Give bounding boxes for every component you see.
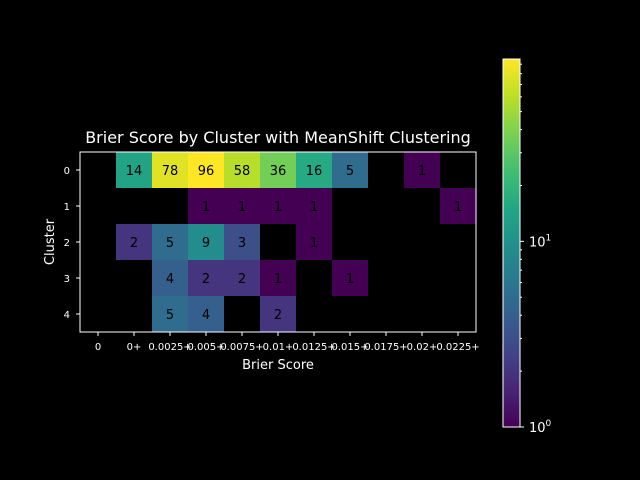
heatmap-cell-label: 1 [238,200,246,215]
x-tick-label: 0.01+ [263,342,294,353]
y-tick-label: 2 [64,238,70,249]
heatmap-cell-label: 4 [202,308,210,323]
heatmap-cell-label: 9 [202,236,210,251]
heatmap-cell [116,224,152,260]
y-tick-label: 1 [64,202,70,213]
heatmap-cell-label: 1 [274,272,282,287]
heatmap-cell [224,260,260,296]
heatmap-cell-label: 2 [202,272,210,287]
heatmap-cell [152,152,188,188]
heatmap-cell [188,188,224,224]
heatmap-cell-label: 3 [238,236,246,251]
heatmap-cell [332,260,368,296]
heatmap-cell [224,224,260,260]
x-tick-label: 0 [95,342,101,353]
heatmap-cell-label: 36 [270,164,287,179]
heatmap-cell-label: 78 [162,164,179,179]
heatmap-cell [296,224,332,260]
heatmap-cell-label: 5 [166,236,174,251]
x-tick-label: 0.015+ [331,342,368,353]
x-tick-label: 0.02+ [407,342,438,353]
colorbar-tick-label: 101 [529,233,551,250]
heatmap-cells [116,152,476,332]
heatmap-cell [296,152,332,188]
heatmap-cell [224,152,260,188]
heatmap-cell-label: 58 [234,164,251,179]
heatmap-cell-label: 1 [274,200,282,215]
heatmap-cell-label: 1 [454,200,462,215]
x-axis-title: Brier Score [242,358,314,373]
heatmap-cell [296,188,332,224]
heatmap-cell-label: 4 [166,272,174,287]
heatmap-cell [188,224,224,260]
heatmap-cell [332,152,368,188]
heatmap-cell-label: 1 [310,200,318,215]
heatmap-cell-label: 2 [274,308,282,323]
y-axis-ticks: 0 1 2 3 4 [64,166,80,321]
x-tick-label: 0.0125+ [292,342,335,353]
heatmap-cell-label: 1 [310,236,318,251]
heatmap-cell [152,260,188,296]
plot-area: 14 78 96 58 36 16 5 11 1 1 1 12 5 9 3 14 2 2 1 15 4 2 [79,151,477,333]
heatmap-cell [188,152,224,188]
heatmap-cell-label: 96 [198,164,215,179]
heatmap-cell [260,260,296,296]
colorbar-frame [502,58,521,428]
heatmap-cell-labels: 14 78 96 58 36 16 5 11 1 1 1 12 5 9 3 14 2 2 1 15 4 2 [126,164,462,323]
heatmap-cell [188,260,224,296]
y-tick-label: 0 [64,166,70,177]
heatmap-cell-label: 1 [418,164,426,179]
heatmap-cell-label: 14 [126,164,143,179]
heatmap-cell [404,152,440,188]
heatmap-cell-label: 2 [130,236,138,251]
heatmap-cell [152,224,188,260]
heatmap-cell [260,188,296,224]
heatmap-cell [224,188,260,224]
colorbar: 100 101 [502,58,552,436]
x-tick-label: 0.0075+ [220,342,263,353]
heatmap-cell-label: 1 [346,272,354,287]
x-tick-label: 0.0025+ [148,342,191,353]
heatmap-cell [260,296,296,332]
x-axis-ticks: 0 0+ 0.0025+0.005+0.0075+0.01+0.0125+0.015… [95,332,480,353]
x-tick-label: 0.0225+ [436,342,479,353]
heatmap-cell [440,188,476,224]
y-tick-label: 3 [64,274,70,285]
y-axis-title: Cluster [43,218,58,265]
x-tick-label: 0+ [127,342,142,353]
heatmap-cell-label: 16 [306,164,323,179]
heatmap-cell [152,296,188,332]
x-tick-label: 0.0175+ [364,342,407,353]
colorbar-ticks: 100 101 [520,63,552,436]
colorbar-gradient [503,59,520,427]
heatmap-cell-label: 5 [346,164,354,179]
colorbar-tick-label: 100 [529,419,552,436]
heatmap-cell-label: 1 [202,200,210,215]
heatmap-cell [260,152,296,188]
heatmap-cell [188,296,224,332]
heatmap-cell-label: 2 [238,272,246,287]
chart-title: Brier Score by Cluster with MeanShift Cl… [85,128,471,147]
y-tick-label: 4 [64,310,70,321]
heatmap-cell [116,152,152,188]
x-tick-label: 0.005+ [187,342,224,353]
heatmap-cell-label: 5 [166,308,174,323]
